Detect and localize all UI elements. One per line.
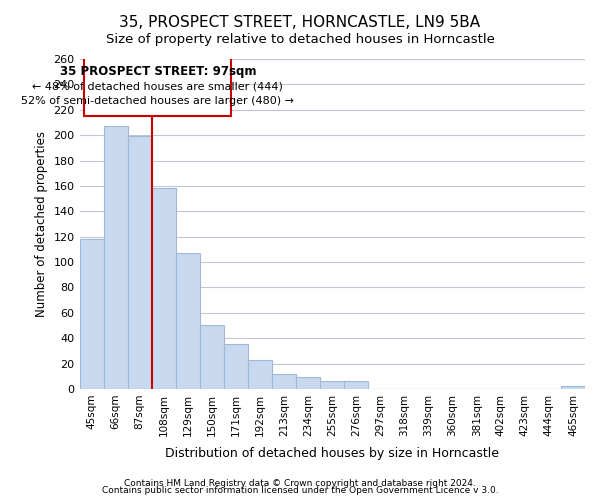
X-axis label: Distribution of detached houses by size in Horncastle: Distribution of detached houses by size … xyxy=(165,447,499,460)
Text: Contains public sector information licensed under the Open Government Licence v : Contains public sector information licen… xyxy=(101,486,499,495)
Text: Size of property relative to detached houses in Horncastle: Size of property relative to detached ho… xyxy=(106,32,494,46)
Text: 35 PROSPECT STREET: 97sqm: 35 PROSPECT STREET: 97sqm xyxy=(59,66,256,78)
Text: Contains HM Land Registry data © Crown copyright and database right 2024.: Contains HM Land Registry data © Crown c… xyxy=(124,478,476,488)
Y-axis label: Number of detached properties: Number of detached properties xyxy=(35,131,48,317)
Bar xyxy=(272,374,296,389)
Bar xyxy=(152,188,176,389)
Bar xyxy=(561,386,585,389)
Bar xyxy=(176,253,200,389)
Bar xyxy=(80,239,104,389)
Bar xyxy=(104,126,128,389)
Bar xyxy=(296,378,320,389)
Text: 52% of semi-detached houses are larger (480) →: 52% of semi-detached houses are larger (… xyxy=(21,96,294,106)
Text: ← 48% of detached houses are smaller (444): ← 48% of detached houses are smaller (44… xyxy=(32,82,283,92)
Text: 35, PROSPECT STREET, HORNCASTLE, LN9 5BA: 35, PROSPECT STREET, HORNCASTLE, LN9 5BA xyxy=(119,15,481,30)
Bar xyxy=(200,326,224,389)
Bar xyxy=(320,382,344,389)
Bar xyxy=(128,136,152,389)
FancyBboxPatch shape xyxy=(85,56,231,116)
Bar xyxy=(344,382,368,389)
Bar xyxy=(248,360,272,389)
Bar xyxy=(224,344,248,389)
